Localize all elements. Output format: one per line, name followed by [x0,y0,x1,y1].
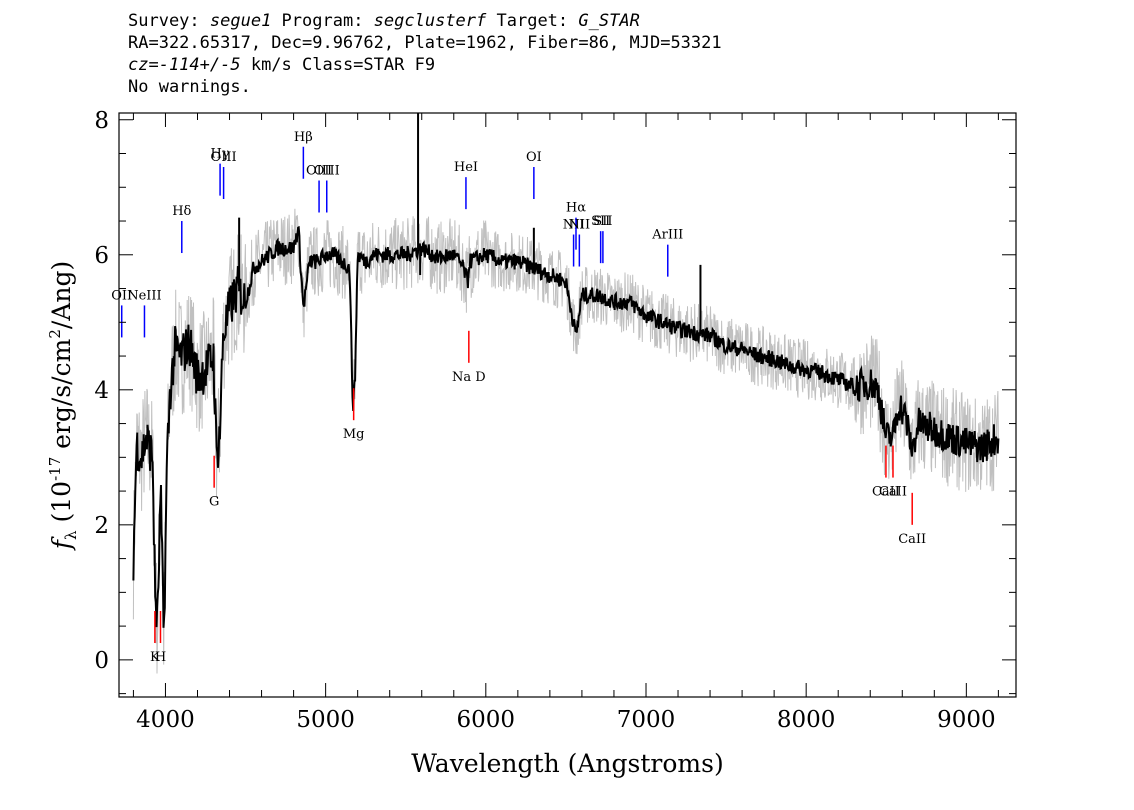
emission-line-label: SII [591,214,610,229]
emission-line-label: OIII [306,164,332,179]
spectrum-header: Survey: segue1 Program: segclusterf Targ… [128,10,722,98]
flux-noise-line [132,208,999,674]
survey-label: Survey: [128,11,210,31]
redshift-value: cz=-114+/-5 [128,55,241,75]
y-tick-label: 4 [94,378,109,404]
program-value: segclusterf [373,11,487,31]
absorption-line-label: G [209,495,219,510]
y-axis-label: fλ (10-17 erg/s/cm2/Ang) [46,261,80,551]
y-tick-label: 0 [94,648,109,674]
header-line-warnings: No warnings. [128,77,251,97]
class-value: km/s Class=STAR F9 [240,55,436,75]
smoothed-flux-line [132,225,1000,628]
emission-line-label: NII [563,218,585,233]
absorption-line-label: K [150,650,160,665]
x-tick-label: 5000 [296,707,355,733]
x-tick-label: 4000 [136,707,195,733]
flux-noise-layer [132,208,999,674]
axes-layer: 4000 5000 6000 7000 8000 9000 0 2 4 6 8 [94,108,1016,733]
emission-line-label: NII [569,218,591,233]
emission-line-label: OIII [314,164,340,179]
absorption-line-label: CaII [879,485,907,500]
header-line-survey: Survey: segue1 Program: segclusterf Targ… [128,10,722,32]
absorption-line-label: CaII [872,485,900,500]
emission-line-label: ArIII [651,228,683,243]
x-tick-label: 9000 [937,707,996,733]
emission-line-label: HeI [454,160,478,175]
header-line-redshift: cz=-114+/-5 km/s Class=STAR F9 [128,54,722,76]
emission-line-label: SII [593,214,612,229]
absorption-line-label: Mg [343,427,365,442]
x-axis-label: Wavelength (Angstroms) [411,749,723,778]
x-tick-label: 8000 [777,707,836,733]
x-tick-label: 6000 [457,707,516,733]
absorption-line-label: Na D [452,370,486,385]
emission-line-label: OI [526,150,542,165]
emission-line-label: OIII [211,150,237,165]
header-line-coordinates: RA=322.65317, Dec=9.96762, Plate=1962, F… [128,33,722,53]
program-label: Program: [271,11,374,31]
survey-value: segue1 [209,11,272,31]
emission-line-label: OII [111,288,132,303]
y-tick-label: 8 [94,108,109,134]
y-tick-label: 2 [94,513,109,539]
x-tick-label: 7000 [617,707,676,733]
emission-line-label: NeIII [127,288,161,303]
emission-line-label: Hδ [172,204,191,219]
absorption-line-label: CaII [898,532,926,547]
y-tick-label: 6 [94,243,109,269]
plot-frame [118,112,1017,698]
emission-line-label: Hβ [294,130,313,145]
target-label: Target: [486,11,579,31]
smoothed-flux-layer [132,113,1000,628]
emission-line-label: Hγ [211,147,230,162]
absorption-line-label: H [155,650,166,665]
emission-line-label: Hα [566,201,586,216]
target-value: G_STAR [578,11,640,31]
